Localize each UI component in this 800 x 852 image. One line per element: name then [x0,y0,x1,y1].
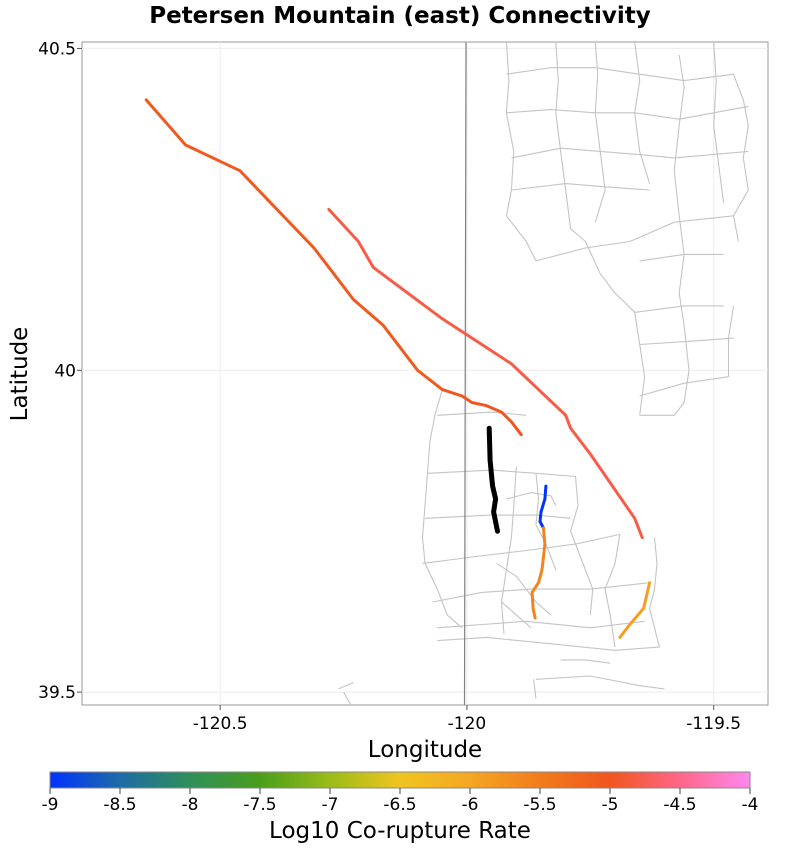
background-section-4 [424,514,571,519]
connected-section-4 [530,526,547,620]
plot-frame [81,41,769,706]
background-section-29 [506,67,734,82]
background-section-36 [639,253,724,262]
connected-section-2 [327,207,644,540]
background-section-17 [533,679,537,699]
colorbar-tick-label-1: -8.5 [103,795,136,815]
colorbar-title: Log10 Co-rupture Rate [269,818,531,844]
background-section-13 [437,636,660,651]
background-section-8 [500,466,517,635]
background-section-39 [639,376,729,397]
colorbar-tick-label-5: -6.5 [383,795,416,815]
background-section-7 [437,620,645,629]
x-tick-label-0: -120.5 [193,714,248,734]
background-section-27 [673,54,685,216]
chart-title: Petersen Mountain (east) Connectivity [149,3,651,29]
background-section-9 [535,473,557,570]
colorbar: -9 -8.5 -8 -7.5 -7 -6.5 -6 -5.5 -5 -4.5 -4 Log10 C… [42,771,759,844]
colorbar-gradient [49,771,751,789]
background-section-34 [570,228,646,416]
x-tick-label-1: -120 [448,714,487,734]
grid-lines [82,42,768,705]
background-section-28 [713,41,725,203]
background-section-2 [437,411,527,416]
colorbar-ticks: -9 -8.5 -8 -7.5 -7 -6.5 -6 -5.5 -5 -4.5 -4 [42,788,759,815]
state-border [463,41,467,706]
background-section-19 [560,659,611,664]
background-section-11 [604,534,621,648]
source-fault-section [486,425,500,534]
background-section-42 [732,189,749,242]
colorbar-tick-label-7: -5.5 [523,795,556,815]
background-section-21 [338,681,354,690]
background-fault-sections [338,41,749,706]
background-section-1 [424,563,463,629]
y-tick-label-2: 40.5 [38,39,76,59]
colorbar-tick-label-9: -4.5 [663,795,696,815]
background-section-33 [535,215,734,262]
background-section-38 [639,337,734,346]
connected-section-5 [618,581,652,639]
connected-section-3 [538,484,548,530]
colorbar-tick-label-10: -4 [742,795,759,815]
x-axis-ticks: -120.5 -120 -119.5 [193,705,741,734]
x-tick-label-2: -119.5 [686,714,741,734]
background-section-3 [427,469,576,478]
background-section-35 [678,215,690,403]
background-section-14 [506,492,557,506]
colorbar-tick-label-8: -5 [602,795,619,815]
y-axis-label: Latitude [7,327,33,422]
colorbar-tick-label-3: -7.5 [243,795,276,815]
background-section-23 [505,189,537,262]
background-section-40 [639,402,685,416]
plot-area [81,41,769,706]
background-section-24 [555,41,572,229]
colorbar-tick-label-0: -9 [42,795,59,815]
background-section-43 [727,305,735,377]
colorbar-tick-label-2: -8 [182,795,199,815]
background-section-5 [422,533,621,564]
colorbar-tick-label-4: -7 [322,795,339,815]
x-axis-label: Longitude [368,737,482,763]
background-section-16 [501,601,532,629]
background-section-41 [732,74,749,191]
background-section-10 [570,476,594,615]
connected-section-0 [144,98,444,392]
background-section-15 [496,562,552,616]
background-section-18 [535,675,665,690]
state-border-line [463,41,467,706]
source-section-line [486,425,500,534]
background-section-12 [649,537,660,648]
y-tick-label-0: 39.5 [38,683,76,703]
background-section-31 [511,147,749,159]
background-section-30 [506,105,749,120]
colorbar-tick-label-6: -6 [462,795,479,815]
connected-section-1 [440,388,523,437]
background-section-20 [343,691,352,706]
y-tick-label-1: 40 [54,361,76,381]
background-section-32 [511,183,650,191]
background-section-37 [634,305,724,313]
background-section-25 [594,41,606,223]
y-axis-ticks: 39.5 40 40.5 [38,39,82,703]
connected-fault-sections [144,98,652,639]
